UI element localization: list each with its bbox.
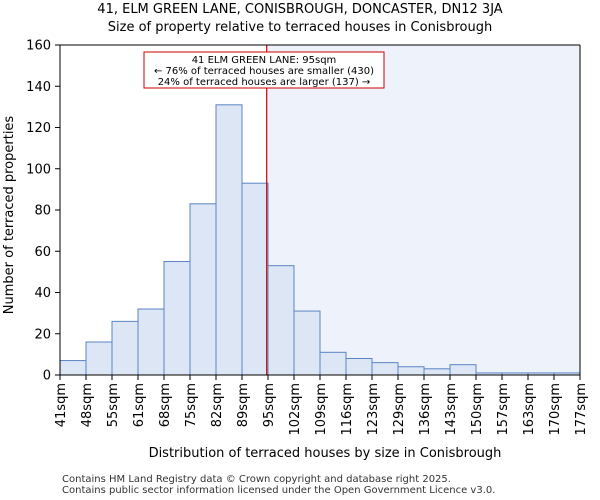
y-tick-label: 20 [34,327,51,342]
bar-136sqm [423,368,451,376]
bar-82sqm [215,104,243,376]
y-axis-label: Number of terraced properties [2,116,17,315]
x-tick-label: 163sqm [522,383,537,436]
chart-subtitle: Size of property relative to terraced ho… [107,20,493,35]
y-tick-label: 0 [43,369,51,384]
x-tick-label: 102sqm [288,383,303,436]
x-tick-label: 109sqm [314,383,329,436]
y-tick-label: 140 [26,80,51,95]
x-tick-label: 116sqm [340,383,355,436]
y-tick-label: 60 [34,245,51,260]
bar-68sqm [163,261,191,376]
annotation-line-1: 41 ELM GREEN LANE: 95sqm [192,55,337,66]
bar-123sqm [371,362,399,376]
annotation-line-3: 24% of terraced houses are larger (137) … [158,77,371,88]
x-tick-label: 75sqm [184,383,199,427]
x-tick-label: 55sqm [106,383,121,427]
bar-89sqm [241,182,269,376]
x-tick-label: 123sqm [366,383,381,436]
y-tick-label: 120 [26,121,51,136]
x-tick-label: 89sqm [236,383,251,427]
x-tick-label: 41sqm [54,383,69,427]
bar-61sqm [137,308,165,376]
x-tick-label: 170sqm [548,383,563,436]
x-tick-label: 129sqm [392,383,407,436]
x-tick-label: 68sqm [158,383,173,427]
x-axis-label: Distribution of terraced houses by size … [149,446,502,461]
x-tick-label: 136sqm [418,383,433,436]
bar-95sqm [267,265,295,376]
bar-75sqm [189,203,217,376]
x-tick-label: 95sqm [262,383,277,427]
x-tick-label: 150sqm [470,383,485,436]
y-tick-label: 80 [34,204,51,219]
y-tick-label: 40 [34,286,51,301]
x-tick-label: 48sqm [80,383,95,427]
bar-55sqm [111,320,139,376]
footer-line-1: Contains HM Land Registry data © Crown c… [62,474,451,485]
bar-102sqm [293,310,321,376]
x-tick-label: 82sqm [210,383,225,427]
bar-48sqm [85,341,113,376]
bar-143sqm [449,364,477,376]
footer-line-2: Contains public sector information licen… [62,485,496,496]
bar-109sqm [319,351,347,376]
annotation-line-2: ← 76% of terraced houses are smaller (43… [154,66,374,77]
x-tick-label: 177sqm [574,383,589,436]
bar-41sqm [59,360,87,376]
annotation-box [143,51,385,89]
x-tick-label: 143sqm [444,383,459,436]
bar-116sqm [345,358,373,376]
chart-title: 41, ELM GREEN LANE, CONISBROUGH, DONCAST… [97,2,503,17]
x-tick-label: 157sqm [496,383,511,436]
bar-129sqm [397,366,425,376]
y-tick-label: 100 [26,162,51,177]
y-tick-label: 160 [26,39,51,54]
x-tick-label: 61sqm [132,383,147,427]
